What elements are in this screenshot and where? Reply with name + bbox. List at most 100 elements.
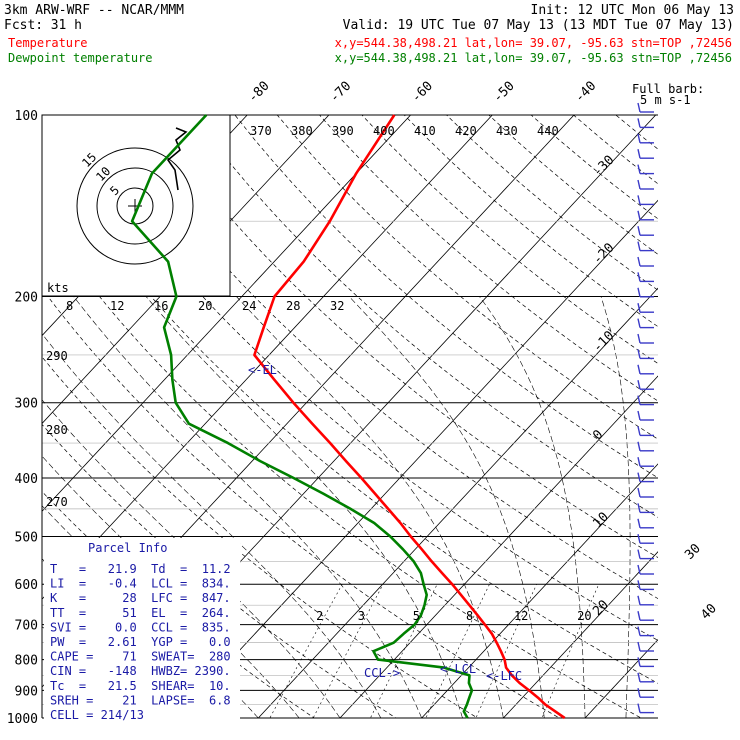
wind-barb-flag (637, 195, 641, 205)
dry-adiabat-line (573, 115, 658, 185)
temperature-location: x,y=544.38,498.21 lat,lon= 39.07, -95.63… (335, 36, 732, 50)
dewpoint-line (130, 114, 474, 719)
wind-barb-flag (637, 441, 641, 451)
mixing-ratio-line (425, 584, 490, 718)
isotherm-right-label: -30 (590, 153, 617, 180)
wind-barb-flag (637, 380, 641, 390)
moist-adiabat-line (42, 399, 341, 718)
parcel-info-row: T = 21.9 Td = 11.2 (50, 562, 231, 576)
wind-barb-flag (637, 333, 641, 344)
isotherm-line (584, 639, 658, 718)
hodograph-units: kts (47, 281, 69, 295)
parcel-info-title: Parcel Info (88, 541, 167, 555)
isotherm-line (176, 199, 658, 718)
dry-adiabat-left-label: 290 (46, 349, 68, 363)
mixing-ratio-label: 5 (413, 609, 420, 623)
hodograph-speed-tick: 20 (198, 299, 212, 313)
temperature-legend: Temperature (8, 36, 87, 50)
forecast-label: Fcst: (4, 18, 43, 33)
dry-adiabat-line (42, 218, 642, 718)
mixing-ratio-line (370, 584, 438, 718)
dry-adiabat-line (446, 115, 658, 291)
isotherm-line (502, 551, 658, 718)
wind-barb-flag (637, 564, 641, 575)
isotherm-top-label: -80 (245, 79, 272, 106)
moist-adiabat-line (667, 297, 697, 719)
mixing-ratio-label: 8 (466, 609, 473, 623)
parcel-info-background (44, 538, 240, 728)
wind-barb-flag (637, 641, 641, 652)
isotherm-line (655, 87, 740, 730)
isotherm-right-label: -10 (590, 328, 617, 355)
wind-barb-flag (637, 487, 641, 498)
parcel-info-panel: Parcel Info T = 21.9 Td = 11.2LI = -0.4 … (44, 538, 240, 728)
wind-barb-flag (637, 102, 641, 113)
isotherm-line (421, 463, 658, 718)
wind-barb-flag (637, 410, 641, 421)
wind-barb-flag (637, 364, 641, 374)
pressure-tick-label: 200 (15, 291, 38, 306)
dry-adiabat-label: 420 (455, 124, 477, 138)
dewpoint-location: x,y=544.38,498.21 lat,lon= 39.07, -95.63… (335, 51, 732, 65)
parcel-info-row: CAPE = 71 SWEAT= 280 (50, 650, 231, 664)
wind-barb-flag (637, 179, 641, 190)
wind-barb-flag (637, 657, 641, 667)
wind-barb-flag (637, 272, 641, 282)
pressure-tick-label: 400 (15, 472, 38, 487)
parcel-info-row: TT = 51 EL = 264. (50, 606, 231, 620)
dry-adiabat-left-label: 270 (46, 495, 68, 509)
dry-adiabat-line (615, 115, 658, 150)
pressure-tick-label: 700 (15, 619, 38, 634)
dry-adiabat-left-label: 280 (46, 423, 68, 437)
moist-adiabat-line (479, 296, 586, 718)
dry-adiabat-line (42, 423, 397, 718)
wind-barb-flag (637, 457, 641, 467)
wind-barb-flag (637, 549, 641, 559)
wind-barb-flag (637, 703, 641, 713)
wind-barb-flag (637, 149, 641, 159)
pressure-tick-label: 300 (15, 397, 38, 412)
dry-adiabat-label: 440 (537, 124, 559, 138)
dry-adiabat-line (42, 288, 561, 718)
lfc-annotation: <-LFC (486, 669, 522, 683)
dry-adiabat-label: 380 (291, 124, 313, 138)
dewpoint-legend: Dewpoint temperature (8, 51, 153, 65)
hodograph-frame (41, 114, 231, 297)
dry-adiabat-line (319, 115, 658, 402)
dry-adiabat-line (42, 356, 479, 718)
wind-barbs (637, 102, 654, 714)
wind-legend-title: Full barb: (632, 82, 704, 96)
dry-adiabat-label: 390 (332, 124, 354, 138)
pressure-tick-label: 600 (15, 578, 38, 593)
wind-barb-flag (637, 518, 641, 528)
isotherm-line (339, 375, 658, 718)
wind-barb-flag (637, 395, 641, 405)
wind-barb-flag (637, 303, 641, 313)
wind-barb-flag (637, 256, 641, 267)
parcel-info-row: Tc = 21.5 SHEAR= 10. (50, 679, 231, 693)
wind-barb-flag (637, 626, 641, 636)
isotherm-line (257, 287, 658, 718)
wind-barb-flag (637, 118, 641, 128)
moist-adiabat-line (236, 296, 504, 718)
wind-barb-flag (637, 688, 641, 698)
parcel-info-row: CELL = 214/13 (50, 708, 144, 722)
pressure-tick-label: 900 (15, 684, 38, 699)
isotherm-right-label: -20 (590, 240, 617, 267)
wind-barb-flag (637, 164, 641, 174)
dry-adiabat-line (276, 115, 658, 440)
isotherm-top-label: -50 (491, 79, 518, 106)
hodograph-speed-tick: 24 (242, 299, 256, 313)
dry-adiabat-label: 410 (414, 124, 436, 138)
hodograph-trace (166, 127, 188, 191)
isotherm-right-label: 0 (590, 427, 606, 443)
isotherm-right-label: 40 (698, 601, 720, 623)
isotherm-top-label: -60 (409, 79, 436, 106)
moist-adiabat-line (42, 455, 300, 718)
parcel-info-row: LI = -0.4 LCL = 834. (50, 577, 231, 591)
mixing-ratio-label: 20 (577, 609, 591, 623)
mixing-ratio-label: 2 (316, 609, 323, 623)
